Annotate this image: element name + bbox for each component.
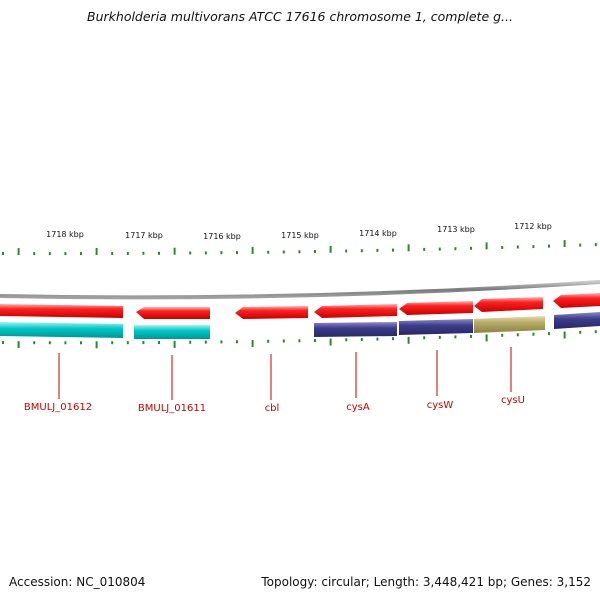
footer-accession: Accession: NC_010804 — [9, 575, 146, 589]
scale-label-1714: 1714 kbp — [359, 229, 397, 238]
feature-bar-purple-1[interactable] — [314, 322, 397, 337]
cds-arrow-cysu[interactable] — [474, 297, 543, 312]
cds-track — [0, 293, 600, 319]
scale-label-1712: 1712 kbp — [514, 222, 552, 231]
chromosome-backbone — [0, 280, 600, 300]
cds-arrow-bmulj-01612[interactable] — [0, 304, 123, 318]
gene-leader-lines — [58, 347, 512, 400]
gene-label-cysu[interactable]: cysU — [501, 395, 525, 406]
gene-label-bmulj-01612[interactable]: BMULJ_01612 — [24, 402, 92, 413]
map-title: Burkholderia multivorans ATCC 17616 chro… — [87, 9, 513, 24]
feature-bar-cyan-2[interactable] — [134, 325, 210, 339]
scale-ticks-upper — [2, 240, 597, 256]
footer-summary: Topology: circular; Length: 3,448,421 bp… — [261, 575, 591, 589]
gene-labels: BMULJ_01612 BMULJ_01611 cbl cysA cysW cy… — [24, 395, 525, 414]
feature-bar-olive[interactable] — [474, 316, 545, 333]
scale-label-1717: 1717 kbp — [125, 231, 163, 240]
scale-label-1715: 1715 kbp — [281, 231, 319, 240]
scale-label-1718: 1718 kbp — [46, 230, 84, 239]
gene-label-cysw[interactable]: cysW — [427, 400, 454, 411]
scale-labels: 1718 kbp 1717 kbp 1716 kbp 1715 kbp 1714… — [46, 222, 552, 241]
gene-label-bmulj-01611[interactable]: BMULJ_01611 — [138, 403, 206, 414]
feature-bar-cyan-1[interactable] — [0, 322, 123, 338]
cds-arrow-bmulj-01611[interactable] — [136, 307, 210, 319]
cds-arrow-cysw[interactable] — [399, 301, 473, 315]
scale-label-1716: 1716 kbp — [203, 232, 241, 241]
feature-bar-purple-3[interactable] — [554, 312, 600, 329]
cds-arrow-cbl[interactable] — [235, 306, 308, 319]
cds-arrow-cysa[interactable] — [314, 304, 397, 318]
scale-ticks-lower — [2, 330, 597, 349]
feature-bar-purple-2[interactable] — [399, 319, 473, 335]
gene-label-cbl[interactable]: cbl — [265, 403, 280, 414]
cds-arrow-next[interactable] — [553, 293, 600, 308]
scale-label-1713: 1713 kbp — [437, 225, 475, 234]
gene-label-cysa[interactable]: cysA — [346, 402, 370, 413]
feature-track — [0, 312, 600, 339]
